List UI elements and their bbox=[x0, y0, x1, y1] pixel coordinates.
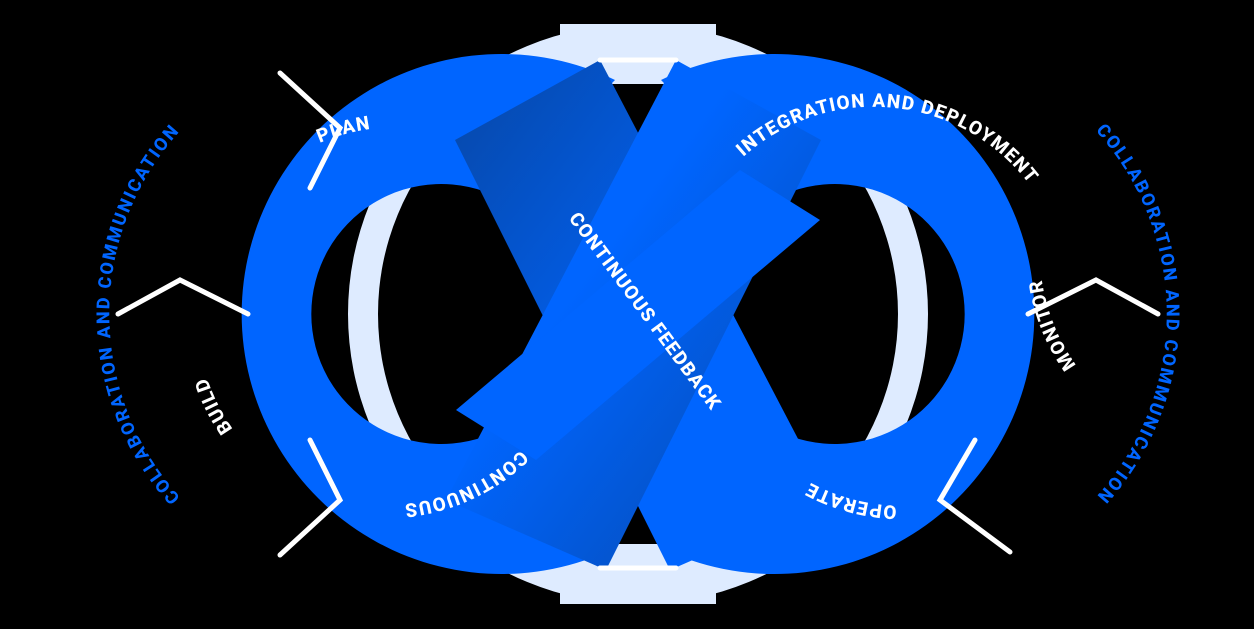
devops-infinity-diagram: PLAN BUILD CONTINUOUS CONTINUOUS FEEDBAC… bbox=[0, 0, 1254, 629]
halo-label-left: COLLABORATION AND COMMUNICATION bbox=[93, 120, 184, 508]
label-build: BUILD bbox=[189, 375, 236, 439]
halo-label-right: COLLABORATION AND COMMUNICATION bbox=[1092, 120, 1183, 508]
